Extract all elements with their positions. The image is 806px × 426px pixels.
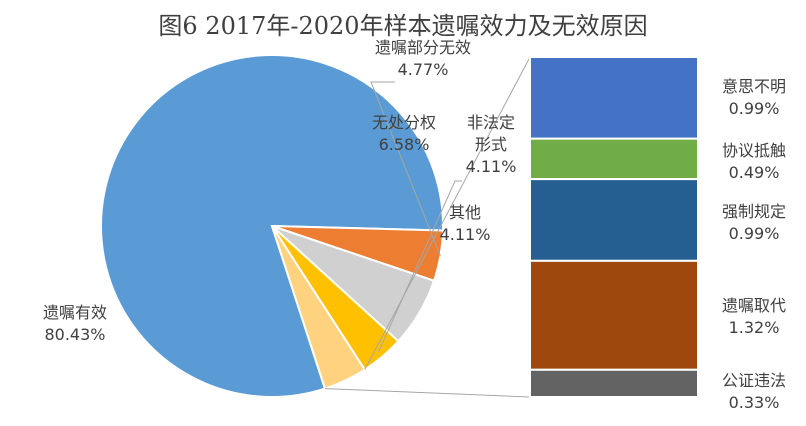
pie-label-4-name-1: 形式 (475, 135, 507, 154)
bar-label-1-name: 意思不明 (722, 77, 786, 96)
bar-label-2-percent: 0.49% (729, 163, 780, 182)
pie-label-1-percent: 80.43% (44, 325, 105, 344)
pie-label-1-name: 遗嘱有效 (43, 303, 107, 322)
pie (100, 54, 444, 398)
pie-label-2-name: 遗嘱部分无效 (375, 38, 471, 57)
bar-segment-4 (529, 259, 699, 371)
pie-label-3-name: 无处分权 (372, 113, 436, 132)
pie-label-5-name: 其他 (449, 203, 481, 222)
chart-title: 图6 2017年-2020年样本遗嘱效力及无效原因 (158, 12, 647, 40)
connector-top (364, 56, 531, 370)
pie-label-4-percent: 4.11% (466, 157, 517, 176)
pie-label-5-percent: 4.11% (440, 225, 491, 244)
pie-to-bar-connectors (324, 56, 531, 398)
bar-label-5-percent: 0.33% (729, 393, 780, 412)
bar-label-5-name: 公证违法 (722, 371, 786, 390)
bar-label-3-percent: 0.99% (729, 224, 780, 243)
bar-label-4-percent: 1.32% (729, 318, 780, 337)
pie-label-2-percent: 4.77% (398, 60, 449, 79)
bar-label-1-percent: 0.99% (729, 99, 780, 118)
pie-leader-4 (378, 180, 462, 353)
bar-segment-1 (529, 56, 699, 140)
pie-label-4-name: 非法定 (467, 113, 515, 132)
pie-leader-2 (370, 81, 441, 257)
bar-segment-2 (529, 137, 699, 181)
bar-label-4-name: 遗嘱取代 (722, 296, 786, 315)
bar-label-3-name: 强制规定 (722, 202, 786, 221)
bar-segment-3 (529, 178, 699, 262)
connector-bottom (324, 388, 531, 398)
bar-segment-5 (529, 368, 699, 399)
bar-label-2-name: 协议抵触 (722, 141, 786, 160)
stacked-bar (529, 56, 699, 399)
pie-label-3-percent: 6.58% (379, 135, 430, 154)
